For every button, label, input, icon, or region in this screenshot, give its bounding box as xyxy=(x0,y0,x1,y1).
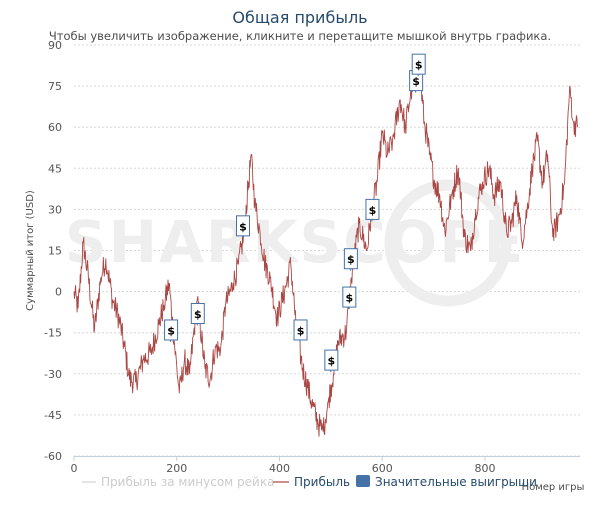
legend-symbol-big-wins xyxy=(356,475,370,487)
y-tick-label: 75 xyxy=(48,80,62,93)
flag-label: $ xyxy=(297,324,305,337)
watermark-scope-icon xyxy=(384,179,512,307)
flag-label: $ xyxy=(346,292,354,305)
flag-label: $ xyxy=(412,75,420,88)
flag-label: $ xyxy=(328,355,336,368)
x-tick-label: 400 xyxy=(269,462,290,475)
big-win-flag[interactable]: $ xyxy=(235,215,250,238)
big-win-flag[interactable]: $ xyxy=(365,198,380,222)
flag-box xyxy=(235,215,250,237)
flag-box xyxy=(365,198,380,220)
y-tick-label: 60 xyxy=(48,121,62,134)
y-tick-label: 45 xyxy=(48,162,62,175)
watermark-text: SHARKSCOPE xyxy=(65,208,526,276)
x-axis-title: Номер игры xyxy=(522,482,585,493)
flag-label: $ xyxy=(369,204,377,217)
series[interactable] xyxy=(73,58,578,437)
legend-item-big-wins[interactable]: Значительные выигрыши xyxy=(375,475,537,489)
flag-label: $ xyxy=(167,324,175,337)
flag-box xyxy=(411,53,426,75)
flag-box xyxy=(164,319,179,341)
flag-box xyxy=(324,349,339,371)
y-tick-label: 15 xyxy=(48,245,62,258)
y-tick-label: -15 xyxy=(44,327,62,340)
y-tick-label: -30 xyxy=(44,368,62,381)
big-win-flag[interactable]: $ xyxy=(343,248,358,271)
big-win-flag[interactable]: $ xyxy=(324,349,339,373)
x-tick-label: 800 xyxy=(474,462,495,475)
flag-label: $ xyxy=(239,220,247,233)
y-axis-title: Суммарный итог (USD) xyxy=(25,190,36,311)
x-tick-label: 200 xyxy=(166,462,187,475)
big-win-flag[interactable]: $ xyxy=(342,286,357,310)
flag-label: $ xyxy=(347,253,355,266)
flag-box xyxy=(343,248,358,270)
x-tick-label: 600 xyxy=(372,462,393,475)
y-tick-label: 0 xyxy=(55,286,62,299)
y-tick-label: -45 xyxy=(44,409,62,422)
x-tick-label: 0 xyxy=(71,462,78,475)
flag-box xyxy=(293,319,308,341)
chart-title: Общая прибыль xyxy=(232,8,368,27)
legend-item-profit[interactable]: Прибыль xyxy=(294,475,350,489)
y-tick-label: -60 xyxy=(44,450,62,463)
flag-label: $ xyxy=(415,59,423,72)
y-tick-label: 30 xyxy=(48,203,62,216)
y-tick-label: 90 xyxy=(48,39,62,52)
flag-box xyxy=(190,303,205,325)
big-win-flag[interactable]: $ xyxy=(164,319,179,342)
watermark: SHARKSCOPE xyxy=(65,179,526,307)
big-win-flag[interactable]: $ xyxy=(293,319,308,342)
flags[interactable]: $ $ $ $ $ $ $ $ $ $ xyxy=(164,53,426,373)
flag-label: $ xyxy=(194,308,202,321)
legend[interactable]: Прибыль за минусом рейка Прибыль Значитель… xyxy=(82,475,537,489)
legend-item-net-profit[interactable]: Прибыль за минусом рейка xyxy=(101,475,274,489)
profit-series-line[interactable] xyxy=(73,58,578,437)
big-win-flag[interactable]: $ xyxy=(409,70,424,93)
big-win-flag[interactable]: $ xyxy=(190,303,205,326)
chart-subtitle: Чтобы увеличить изображение, кликните и … xyxy=(48,29,552,43)
big-win-flag[interactable]: $ xyxy=(411,53,426,77)
axes: 90 75 60 45 30 15 0 -15 -30 -45 -60 0 200 400 600 800 Су… xyxy=(25,39,584,493)
flag-box xyxy=(342,286,357,308)
